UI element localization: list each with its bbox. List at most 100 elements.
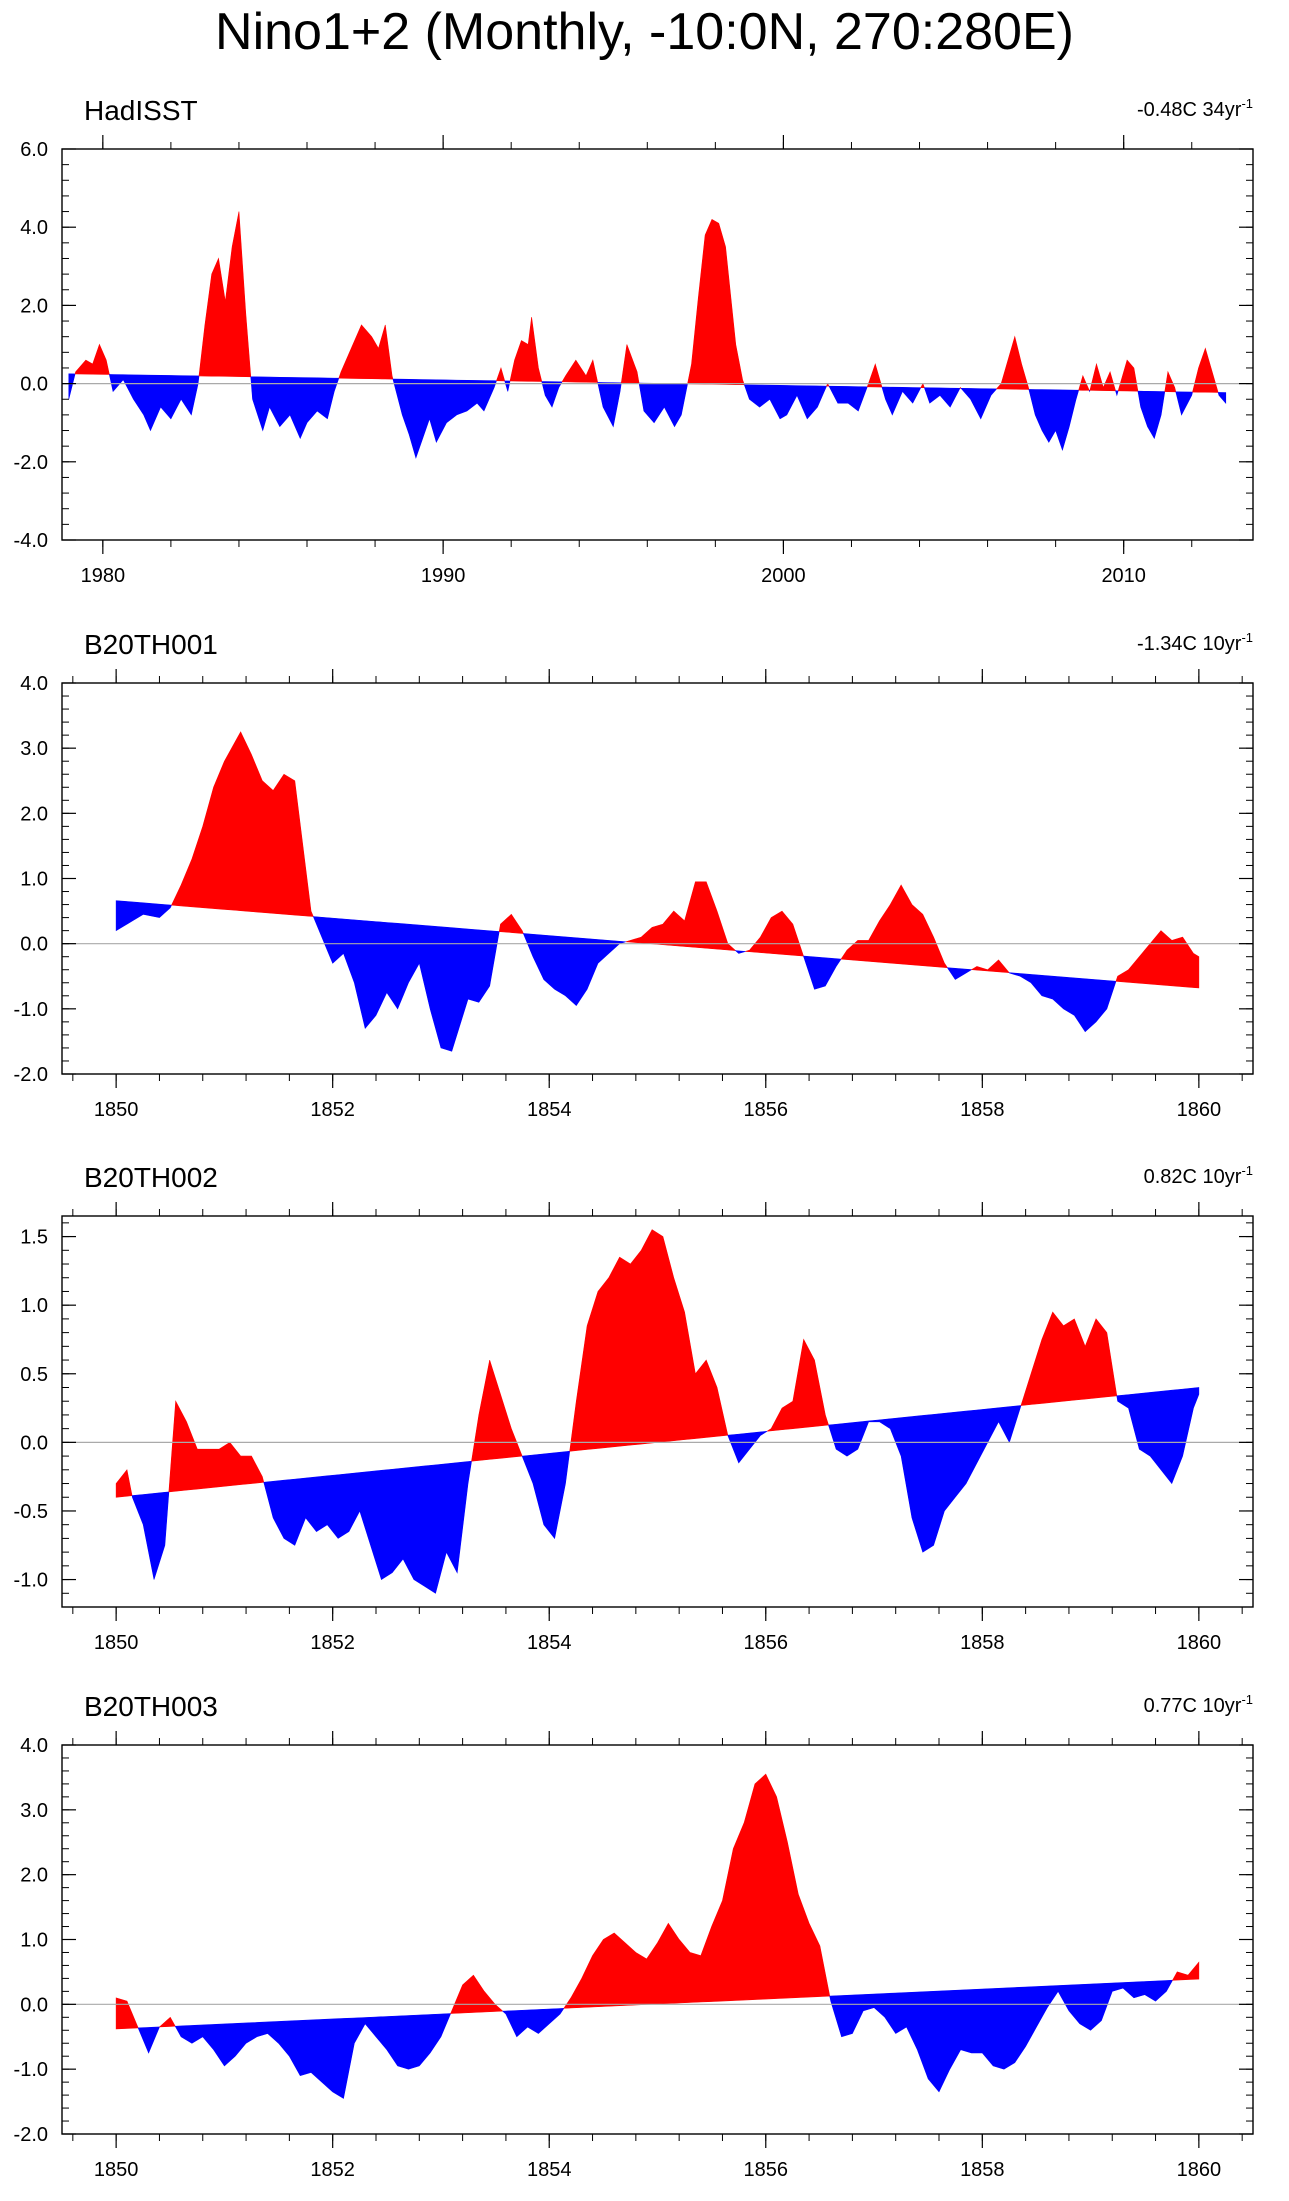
anomaly-area-negative: [1008, 972, 1117, 1033]
trend-exponent: -1: [1241, 1163, 1253, 1178]
trend-label: 0.77C 10yr-1: [1144, 1692, 1253, 1717]
panel-4: -2.0 -1.0 0.0 1.0 2.0 3.0 4.0 1850 1852 1854 1856 1…: [14, 1691, 1254, 2181]
plot-frame: [61, 148, 1254, 541]
y-tick-label: -1.0: [14, 1570, 48, 1592]
x-tick-label: 1850: [94, 1632, 139, 1654]
x-tick-label: 2010: [1101, 565, 1146, 587]
panel-3: -1.0 -0.5 0.0 0.5 1.0 1.5 1850 1852 1854 1856 1858…: [14, 1162, 1254, 1654]
anomaly-area-positive: [498, 913, 524, 934]
anomaly-area-negative: [68, 373, 76, 400]
anomaly-area-negative: [521, 1450, 571, 1540]
x-tick-label: 2000: [761, 565, 806, 587]
anomaly-area-negative: [137, 2026, 161, 2054]
anomaly-area-negative: [1137, 390, 1166, 440]
y-tick-label: -4.0: [14, 530, 48, 552]
y-tick-label: 4.0: [20, 673, 48, 695]
anomaly-area-negative: [131, 1491, 170, 1580]
y-tick-label: 3.0: [20, 1800, 48, 1822]
y-tick-label: 1.0: [20, 869, 48, 891]
x-tick-label: 1858: [960, 1099, 1005, 1121]
x-tick-label: 1852: [310, 2159, 355, 2181]
trend-value: 0.82C 10yr: [1144, 1166, 1242, 1188]
anomaly-area-positive: [970, 959, 1010, 974]
y-tick-label: 0.0: [20, 374, 48, 396]
x-tick-label: 1856: [744, 1099, 789, 1121]
series-fill: [115, 1773, 1200, 2099]
anomaly-area-positive: [745, 910, 804, 957]
x-tick-label: 1858: [960, 1632, 1005, 1654]
anomaly-area-positive: [1089, 362, 1116, 392]
x-tick-label: 1854: [527, 1099, 572, 1121]
anomaly-area-positive: [687, 218, 745, 386]
trend-exponent: -1: [1241, 96, 1253, 111]
anomaly-area-negative: [115, 900, 173, 932]
anomaly-area-positive: [625, 881, 737, 951]
anomaly-area-positive: [620, 344, 640, 384]
panel-label: B20TH002: [84, 1162, 218, 1193]
y-tick-label: 1.0: [20, 1930, 48, 1952]
plot-frame: [61, 1744, 1254, 2135]
anomaly-area-negative: [597, 382, 622, 428]
anomaly-area-positive: [496, 366, 506, 382]
trend-exponent: -1: [1241, 1692, 1253, 1707]
x-tick-label: 1980: [81, 565, 126, 587]
panel-label: HadISST: [84, 95, 198, 126]
anomaly-area-positive: [561, 359, 599, 383]
anomaly-area-negative: [923, 387, 961, 408]
anomaly-area-negative: [174, 2013, 452, 2099]
anomaly-area-negative: [828, 1405, 1022, 1553]
trend-label: -1.34C 10yr-1: [1137, 630, 1253, 655]
x-tick-label: 1850: [94, 1099, 139, 1121]
anomaly-area-negative: [1116, 1387, 1200, 1485]
trend-value: 0.77C 10yr: [1144, 1695, 1242, 1717]
y-tick-label: 0.5: [20, 1364, 48, 1386]
y-tick-label: 1.0: [20, 1295, 48, 1317]
chart-title: Nino1+2 (Monthly, -10:0N, 270:280E): [215, 3, 1074, 61]
anomaly-area-positive: [1172, 1961, 1200, 1981]
x-tick-label: 1854: [527, 1632, 572, 1654]
x-tick-label: 1852: [310, 1632, 355, 1654]
y-tick-label: 3.0: [20, 738, 48, 760]
x-tick-label: 1860: [1177, 2159, 1222, 2181]
y-tick-label: 2.0: [20, 1865, 48, 1887]
plot-frame: [61, 1215, 1254, 1608]
anomaly-area-negative: [1217, 392, 1227, 404]
x-tick-label: 1850: [94, 2159, 139, 2181]
y-tick-label: 4.0: [20, 217, 48, 239]
anomaly-area-negative: [638, 382, 688, 428]
panel-label: B20TH003: [84, 1691, 218, 1722]
panel-label: B20TH001: [84, 629, 218, 660]
anomaly-area-positive: [115, 1997, 139, 2030]
y-tick-label: -2.0: [14, 1064, 48, 1086]
anomaly-area-positive: [766, 1338, 829, 1432]
anomaly-area-negative: [392, 378, 497, 459]
anomaly-area-positive: [840, 884, 948, 969]
series-fill: [115, 1229, 1200, 1594]
anomaly-area-negative: [522, 933, 626, 1007]
anomaly-area-positive: [171, 731, 314, 917]
anomaly-area-positive: [1115, 930, 1200, 989]
anomaly-area-negative: [312, 916, 500, 1052]
trend-label: -0.48C 34yr-1: [1137, 96, 1253, 121]
anomaly-area-negative: [1115, 390, 1119, 397]
anomaly-area-negative: [829, 1979, 1174, 2093]
panel-2: -2.0 -1.0 0.0 1.0 2.0 3.0 4.0 1850 1852 1854 1856 1…: [14, 629, 1254, 1121]
x-tick-label: 1860: [1177, 1099, 1222, 1121]
y-tick-label: 0.0: [20, 934, 48, 956]
anomaly-area-negative: [501, 2008, 565, 2038]
anomaly-area-positive: [471, 1359, 523, 1462]
panel-1: -4.0 -2.0 0.0 2.0 4.0 6.0 1980 1990 2000 2010 HadI…: [14, 95, 1254, 587]
anomaly-area-negative: [1028, 389, 1080, 452]
anomaly-area-positive: [995, 335, 1030, 390]
anomaly-area-positive: [1192, 347, 1219, 393]
y-tick-label: 0.0: [20, 1994, 48, 2016]
anomaly-area-positive: [338, 324, 394, 380]
y-tick-label: -0.5: [14, 1501, 48, 1523]
x-tick-label: 1856: [744, 1632, 789, 1654]
trend-value: -1.34C 10yr: [1137, 633, 1242, 655]
series-fill: [115, 731, 1200, 1052]
trend-value: -0.48C 34yr: [1137, 99, 1242, 121]
anomaly-area-positive: [1164, 370, 1177, 393]
anomaly-area-negative: [1175, 391, 1193, 416]
